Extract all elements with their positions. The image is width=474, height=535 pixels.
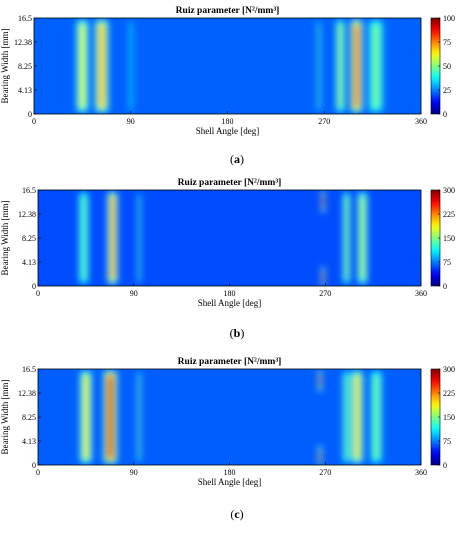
heatmap-hotspot: [318, 444, 322, 465]
chart-title: Ruiz parameter [N²/mm³]: [176, 6, 280, 16]
x-tick-label: 0: [32, 117, 36, 126]
y-tick-label: 0: [32, 282, 36, 291]
x-tick-label: 270: [319, 468, 331, 477]
x-tick-label: 90: [130, 468, 138, 477]
x-tick-label: 0: [36, 468, 40, 477]
colorbar-tick-label: 0: [443, 282, 447, 291]
heatmap-hotspot: [78, 191, 90, 285]
y-tick-label: 0: [28, 110, 32, 119]
heatmap-panel-a: Ruiz parameter [N²/mm³] 0 90 180 270 360 0 4.13…: [0, 6, 455, 136]
heatmap-hotspot: [76, 19, 89, 113]
x-tick-label: 360: [415, 117, 427, 126]
heatmap-hotspot: [342, 370, 351, 464]
y-axis-label: Bearing Width [mm]: [0, 201, 10, 276]
colorbar-tick-label: 25: [443, 86, 451, 95]
x-tick-label: 180: [224, 289, 236, 298]
y-tick-label: 12.38: [18, 210, 36, 219]
heatmap-background: [34, 18, 421, 114]
heatmap-hotspot: [342, 191, 351, 285]
colorbar-tick-label: 75: [443, 38, 451, 47]
colorbar-tick-label: 100: [443, 14, 455, 23]
heatmap-hotspot: [351, 370, 364, 464]
x-tick-label: 90: [127, 117, 135, 126]
heatmap-hotspot: [357, 191, 368, 285]
x-axis-label: Shell Angle [deg]: [198, 298, 262, 308]
x-tick-label: 0: [36, 289, 40, 298]
x-tick-label: 270: [319, 289, 331, 298]
colorbar-tick-label: 75: [443, 437, 451, 446]
y-tick-label: 4.13: [18, 86, 32, 95]
heatmap-hotspot: [94, 19, 109, 113]
y-tick-label: 12.38: [14, 38, 32, 47]
panel-caption-c: (c): [230, 507, 244, 521]
colorbar-tick-label: 150: [443, 234, 455, 243]
heatmap-hotspot: [107, 191, 118, 285]
heatmap-hotspot: [137, 370, 141, 464]
heatmap-hotspot: [370, 370, 383, 464]
x-axis-label: Shell Angle [deg]: [196, 126, 260, 136]
chart-title: Ruiz parameter [N²/mm³]: [178, 178, 282, 188]
heatmap-hotspot: [350, 19, 363, 113]
heatmap-panel-c: Ruiz parameter [N²/mm³] 0 90 180 270 360 0 4.13…: [0, 357, 455, 487]
heatmap-hotspot: [321, 190, 325, 214]
y-tick-label: 0: [32, 461, 36, 470]
x-tick-label: 90: [130, 289, 138, 298]
panel-caption-b: (b): [229, 326, 245, 340]
heatmap-background: [38, 369, 421, 465]
heatmap-hotspot: [129, 19, 133, 113]
heatmap-hotspot: [317, 19, 321, 113]
y-tick-label: 12.38: [18, 389, 36, 398]
colorbar-tick-label: 300: [443, 186, 455, 195]
colorbar-tick-label: 225: [443, 210, 455, 219]
y-axis-label: Bearing Width [mm]: [0, 380, 10, 455]
x-tick-label: 180: [224, 468, 236, 477]
y-tick-label: 8.25: [22, 234, 36, 243]
colorbar-tick-label: 150: [443, 413, 455, 422]
y-tick-label: 8.25: [22, 413, 36, 422]
y-tick-label: 16.5: [22, 365, 36, 374]
colorbar-tick-label: 75: [443, 258, 451, 267]
colorbar-tick-label: 0: [443, 461, 447, 470]
colorbar-tick-label: 0: [443, 110, 447, 119]
heatmap-hotspot: [335, 19, 346, 113]
x-tick-label: 180: [222, 117, 234, 126]
y-axis-label: Bearing Width [mm]: [0, 29, 10, 104]
y-tick-label: 4.13: [22, 258, 36, 267]
y-tick-label: 4.13: [22, 437, 36, 446]
colorbar-tick-label: 300: [443, 365, 455, 374]
x-tick-label: 270: [318, 117, 330, 126]
x-axis-label: Shell Angle [deg]: [198, 477, 262, 487]
heatmap-panel-b: Ruiz parameter [N²/mm³] 0 90 180 270 360 0 4.13…: [0, 178, 455, 308]
panel-caption-a: (a): [230, 152, 244, 166]
y-tick-label: 8.25: [18, 62, 32, 71]
y-tick-label: 16.5: [22, 186, 36, 195]
heatmap-hotspot: [321, 265, 325, 286]
x-tick-label: 360: [415, 289, 427, 298]
heatmap-hotspot: [79, 370, 93, 464]
heatmap-hotspot: [368, 19, 384, 113]
colorbar-tick-label: 225: [443, 389, 455, 398]
colorbar-tick-label: 50: [443, 62, 451, 71]
y-tick-label: 16.5: [18, 14, 32, 23]
x-tick-label: 360: [415, 468, 427, 477]
heatmap-hotspot: [318, 369, 322, 393]
heatmap-hotspot: [103, 370, 118, 464]
chart-title: Ruiz parameter [N²/mm³]: [178, 357, 282, 367]
heatmap-hotspot: [137, 191, 141, 285]
